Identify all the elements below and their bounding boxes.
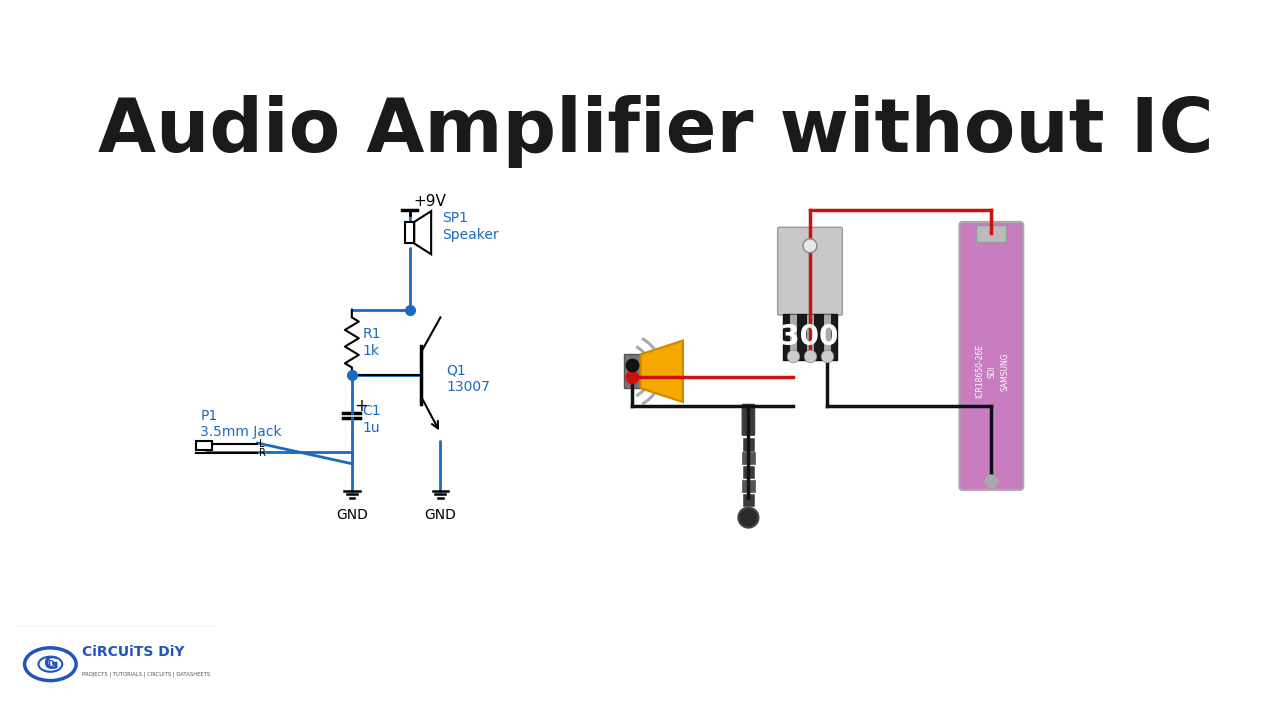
Bar (742, 480, 755, 492)
Polygon shape (640, 341, 684, 402)
FancyBboxPatch shape (960, 222, 1023, 490)
Text: C1
1u: C1 1u (362, 405, 381, 435)
Text: +9V: +9V (413, 194, 447, 210)
Circle shape (986, 475, 996, 486)
Circle shape (628, 374, 636, 382)
Bar (975, 225, 1006, 242)
Circle shape (803, 239, 817, 253)
Text: G: G (44, 655, 58, 673)
Text: P1
3.5mm Jack: P1 3.5mm Jack (200, 408, 282, 438)
Bar (404, 222, 415, 243)
Text: +: + (355, 397, 369, 415)
FancyBboxPatch shape (778, 228, 842, 315)
FancyBboxPatch shape (742, 405, 755, 435)
Text: L: L (260, 438, 265, 449)
Text: 13007: 13007 (762, 323, 859, 351)
Text: GND: GND (335, 508, 367, 521)
Text: ICR18650-26E
SDI
SAMSUNG

2082: ICR18650-26E SDI SAMSUNG 2082 (975, 344, 1034, 398)
Bar (742, 466, 754, 478)
Bar (783, 313, 837, 360)
Circle shape (628, 361, 636, 369)
Text: GND: GND (425, 508, 457, 521)
Bar (196, 441, 212, 450)
Text: Q1
13007: Q1 13007 (447, 364, 490, 394)
Text: D: D (47, 660, 54, 669)
Text: PROJECTS | TUTORIALS | CIRCUITS | DATASHEETS: PROJECTS | TUTORIALS | CIRCUITS | DATASH… (82, 672, 210, 677)
Bar (742, 452, 755, 464)
Bar (623, 354, 640, 388)
Text: Audio Amplifier without IC: Audio Amplifier without IC (99, 94, 1213, 168)
Bar (742, 438, 754, 451)
Circle shape (739, 508, 759, 528)
Text: R: R (260, 448, 266, 458)
Text: SP1
Speaker: SP1 Speaker (442, 212, 499, 242)
Bar (742, 494, 754, 506)
Text: R1
1k: R1 1k (362, 328, 381, 358)
FancyBboxPatch shape (14, 625, 218, 703)
Text: CiRCUiTS DiY: CiRCUiTS DiY (82, 644, 184, 659)
